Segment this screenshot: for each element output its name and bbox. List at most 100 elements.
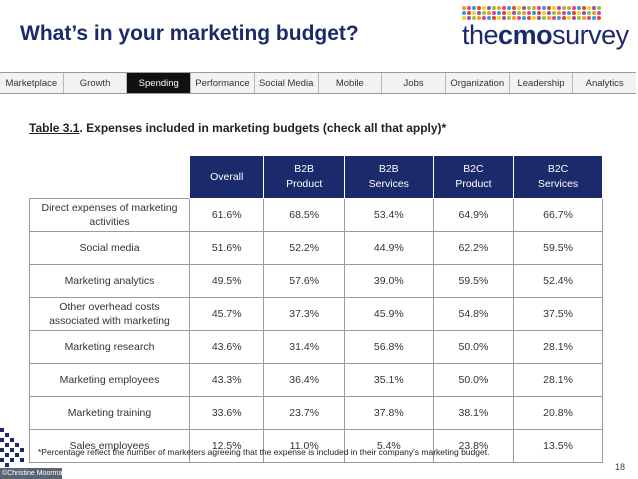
logo-dot: [542, 16, 546, 20]
page-number: 18: [615, 462, 626, 472]
table-cell: 37.8%: [343, 396, 434, 430]
column-header-line1: Overall: [210, 170, 244, 183]
table-cell: 12.5%: [188, 429, 265, 463]
logo-dot: [582, 6, 586, 10]
logo-dot: [502, 11, 506, 15]
logo-dot: [552, 11, 556, 15]
row-label-line1: Sales employees: [69, 440, 150, 452]
logo-dot: [592, 6, 596, 10]
logo-dot: [552, 16, 556, 20]
table-cell: 5.4%: [343, 429, 434, 463]
logo-dot: [557, 16, 561, 20]
corner-square: [5, 463, 9, 467]
logo-dot: [517, 6, 521, 10]
corner-square: [20, 448, 24, 452]
row-label: Direct expenses of marketing activities: [29, 198, 190, 232]
logo-dot: [467, 11, 471, 15]
logo-dot: [517, 16, 521, 20]
logo-dot: [502, 16, 506, 20]
table-cell: 54.8%: [432, 297, 515, 331]
table-footnote: *Percentage reflect the number of market…: [38, 447, 490, 457]
corner-square: [0, 438, 4, 442]
logo-dot: [562, 16, 566, 20]
logo-dot: [597, 16, 601, 20]
tab-marketplace[interactable]: Marketplace: [0, 73, 64, 93]
logo-dot: [462, 16, 466, 20]
column-header: B2C Product: [432, 155, 515, 199]
page-title: What’s in your marketing budget?: [20, 22, 359, 45]
table-cell: 49.5%: [188, 264, 265, 298]
tab-growth[interactable]: Growth: [63, 73, 128, 93]
tab-spending[interactable]: Spending: [127, 73, 192, 93]
logo-dot: [592, 11, 596, 15]
logo-dot: [477, 16, 481, 20]
copyright-label: ©Christine Moorman: [0, 468, 67, 479]
table-cell: 59.5%: [513, 231, 603, 265]
section-nav: Marketplace Growth Spending Performance Soci…: [0, 72, 637, 94]
row-label: Social media: [29, 231, 190, 265]
tab-performance[interactable]: Performance: [191, 73, 255, 93]
tab-leadership[interactable]: Leadership: [509, 73, 574, 93]
column-header: Overall: [188, 155, 265, 199]
table-cell: 28.1%: [513, 363, 603, 397]
logo-dot: [577, 16, 581, 20]
row-label-line1: Social media: [79, 242, 140, 254]
table-cell: 64.9%: [432, 198, 515, 232]
logo-dot: [492, 6, 496, 10]
table-cell: 56.8%: [343, 330, 434, 364]
row-label-line1: Other overhead costs: [59, 301, 160, 313]
logo-dot: [557, 6, 561, 10]
logo-dot: [467, 16, 471, 20]
table-cell: 62.2%: [432, 231, 515, 265]
logo-dot: [537, 16, 541, 20]
logo-dot: [497, 11, 501, 15]
column-header-line2: Product: [286, 178, 323, 190]
table-cell: 44.9%: [343, 231, 434, 265]
logo-dot: [492, 11, 496, 15]
table-cell: 33.6%: [188, 396, 265, 430]
tab-social-media[interactable]: Social Media: [254, 73, 319, 93]
corner-square: [0, 428, 4, 432]
corner-square: [20, 458, 24, 462]
logo-dot: [547, 16, 551, 20]
table-caption: Table 3.1. Expenses included in marketin…: [29, 121, 447, 135]
row-label-line2: associated with marketing: [49, 315, 170, 327]
logo-dot: [517, 11, 521, 15]
logo-dot: [497, 16, 501, 20]
logo-dot: [582, 11, 586, 15]
logo-dot: [577, 6, 581, 10]
logo-dot: [582, 16, 586, 20]
logo-dot: [547, 6, 551, 10]
table-cell: 52.2%: [263, 231, 345, 265]
table-cell: 43.6%: [188, 330, 265, 364]
tab-mobile[interactable]: Mobile: [318, 73, 383, 93]
table-cell: 11.0%: [263, 429, 345, 463]
logo-dot: [527, 6, 531, 10]
logo-dot: [472, 11, 476, 15]
table-row: Marketing employees 43.3% 36.4% 35.1% 50.0% 2…: [29, 363, 603, 397]
tab-analytics[interactable]: Analytics: [573, 73, 637, 93]
logo-dot: [552, 6, 556, 10]
table-cell: 45.7%: [188, 297, 265, 331]
table-cell: 53.4%: [343, 198, 434, 232]
cmo-survey-logo: thecmosurvey: [462, 6, 632, 62]
logo-dot: [537, 11, 541, 15]
corner-square: [10, 448, 14, 452]
logo-dot: [482, 16, 486, 20]
logo-dot: [542, 11, 546, 15]
row-label: Marketing training: [29, 396, 190, 430]
table-cell: 50.0%: [432, 330, 515, 364]
tab-organization[interactable]: Organization: [445, 73, 510, 93]
table-row: Marketing research 43.6% 31.4% 56.8% 50.0% 28…: [29, 330, 603, 364]
logo-dot: [482, 11, 486, 15]
table-cell: 52.4%: [513, 264, 603, 298]
logo-dot: [567, 16, 571, 20]
column-header-line1: B2C: [463, 163, 484, 175]
header-corner: [29, 155, 190, 199]
expenses-table: Overall B2B Product B2B Services B2C Product B2…: [29, 155, 603, 463]
row-label: Marketing research: [29, 330, 190, 364]
table-cell: 28.1%: [513, 330, 603, 364]
tab-jobs[interactable]: Jobs: [382, 73, 446, 93]
column-header-line1: B2C: [547, 163, 569, 175]
table-cell: 57.6%: [263, 264, 345, 298]
